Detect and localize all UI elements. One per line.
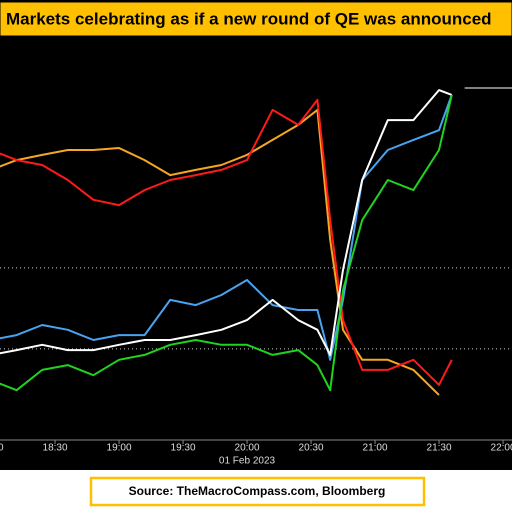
title-banner xyxy=(0,1,512,37)
series-line xyxy=(0,98,453,386)
x-tick-label: 19:00 xyxy=(107,443,132,454)
source: Source: TheMacroCompass.com, Bloomberg xyxy=(129,484,386,498)
source-box xyxy=(89,476,426,507)
x-tick-label: 19:30 xyxy=(171,443,196,454)
series-line xyxy=(0,94,453,361)
x-tick-label: 22:00 xyxy=(491,443,512,454)
series-line xyxy=(0,94,453,392)
x-tick-label: 21:00 xyxy=(363,443,388,454)
x-tick-label: 20:00 xyxy=(235,443,260,454)
chart-title: Markets celebrating as if a new round of… xyxy=(6,9,492,28)
chart-background xyxy=(0,0,512,470)
x-tick-label: 21:30 xyxy=(427,443,452,454)
x-tick-label: 18:30 xyxy=(43,443,68,454)
x-tick-label: 20:30 xyxy=(299,443,324,454)
x-tick-label: 18:00 xyxy=(0,443,4,454)
x-date-label: 01 Feb 2023 xyxy=(219,456,276,467)
series-line xyxy=(0,89,453,356)
series-line xyxy=(0,108,440,396)
